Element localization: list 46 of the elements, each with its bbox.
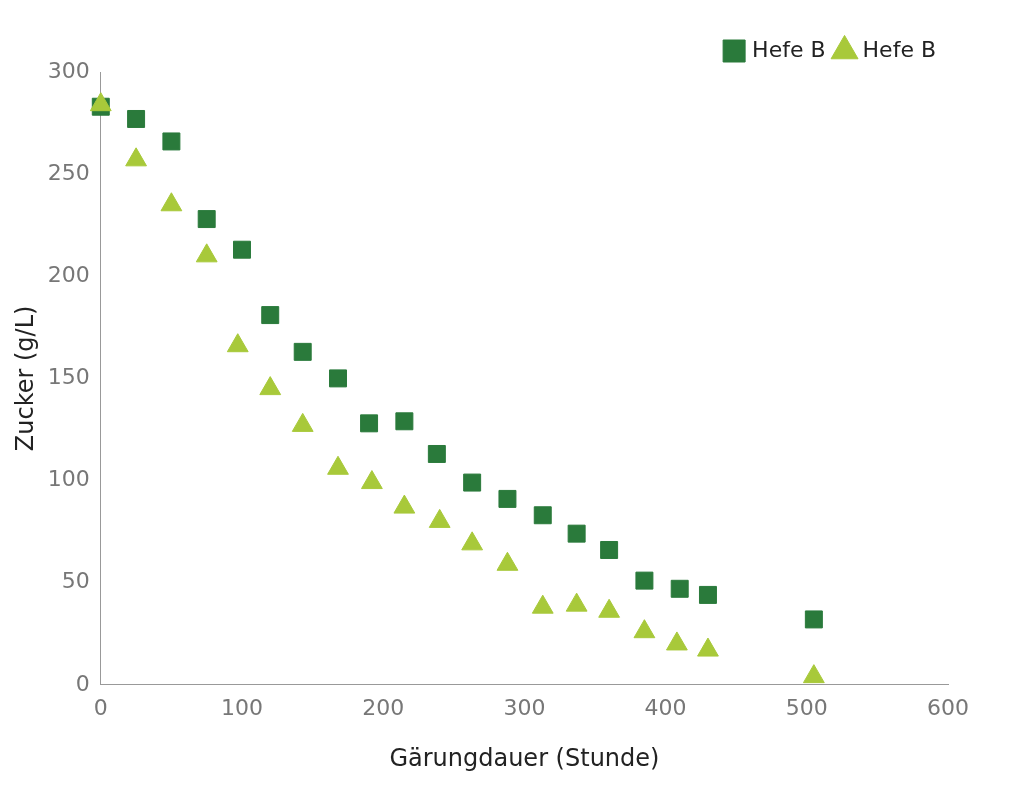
point bbox=[697, 637, 719, 657]
point bbox=[598, 598, 621, 618]
point bbox=[565, 592, 588, 612]
point bbox=[197, 210, 216, 229]
x-tick-label: 100 bbox=[220, 694, 263, 720]
x-tick-label: 400 bbox=[644, 694, 687, 720]
point bbox=[498, 489, 517, 508]
x-axis-title: Gärungdauer (Stunde) bbox=[389, 743, 660, 772]
point bbox=[428, 508, 451, 528]
point bbox=[361, 470, 383, 490]
point bbox=[463, 473, 482, 492]
x-tick-label: 200 bbox=[362, 694, 405, 720]
point bbox=[427, 444, 446, 463]
x-tick-label: 0 bbox=[93, 694, 108, 720]
point bbox=[360, 414, 379, 433]
point bbox=[329, 369, 347, 388]
point bbox=[531, 594, 554, 614]
point bbox=[261, 306, 280, 325]
point bbox=[666, 631, 688, 651]
point bbox=[233, 240, 251, 259]
legend-label: Hefe B bbox=[752, 36, 826, 62]
y-tick-label: 50 bbox=[61, 568, 90, 594]
point bbox=[461, 531, 484, 551]
y-tick-label: 300 bbox=[47, 57, 90, 83]
x-tick-label: 600 bbox=[927, 694, 969, 720]
point bbox=[496, 551, 519, 571]
point bbox=[633, 619, 656, 639]
y-tick-label: 100 bbox=[47, 466, 90, 492]
point bbox=[393, 494, 416, 514]
y-tick-label: 250 bbox=[47, 159, 90, 185]
y-tick-label: 0 bbox=[75, 670, 90, 696]
point bbox=[291, 412, 314, 432]
y-tick-label: 150 bbox=[47, 364, 90, 390]
x-tick-label: 300 bbox=[503, 694, 546, 720]
point bbox=[127, 110, 146, 128]
point bbox=[259, 376, 282, 396]
point bbox=[162, 132, 181, 151]
point bbox=[293, 342, 312, 361]
x-tick-label: 500 bbox=[785, 694, 828, 720]
point bbox=[327, 455, 349, 475]
y-tick-label: 200 bbox=[47, 261, 90, 287]
y-axis-title: Zucker (g/L) bbox=[10, 305, 39, 452]
point bbox=[802, 664, 825, 684]
point bbox=[226, 333, 249, 353]
legend-label: Hefe B bbox=[862, 36, 937, 62]
point bbox=[395, 412, 414, 431]
